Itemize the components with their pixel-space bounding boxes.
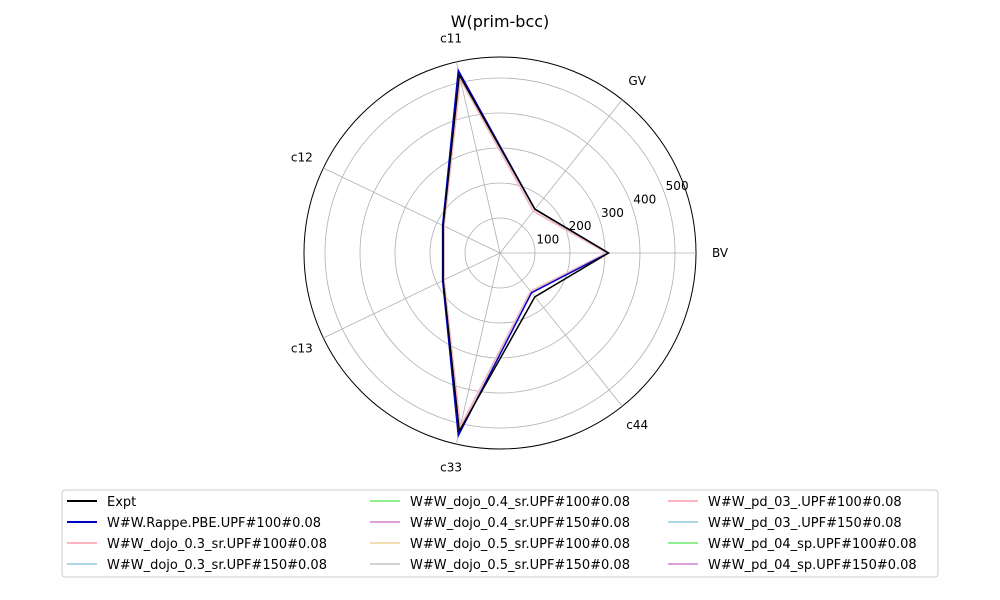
radar-spokes xyxy=(323,61,696,445)
axis-label-c44: c44 xyxy=(626,418,648,432)
legend-label-11: W#W_pd_04_sp.UPF#150#0.08 xyxy=(708,558,917,573)
axis-label-c12: c12 xyxy=(291,151,313,165)
tick-label-300: 300 xyxy=(601,206,624,220)
tick-label-200: 200 xyxy=(569,219,592,233)
legend-label-2: W#W_dojo_0.3_sr.UPF#100#0.08 xyxy=(107,537,327,552)
tick-label-500: 500 xyxy=(666,179,689,193)
legend-label-6: W#W_dojo_0.5_sr.UPF#100#0.08 xyxy=(410,537,630,552)
chart-title: W(prim-bcc) xyxy=(451,12,550,31)
legend-label-9: W#W_pd_03_.UPF#150#0.08 xyxy=(708,516,902,531)
axis-label-c11: c11 xyxy=(440,32,462,46)
legend-label-1: W#W.Rappe.PBE.UPF#100#0.08 xyxy=(107,516,321,531)
series-line-0 xyxy=(442,72,610,434)
spoke-GV xyxy=(499,99,623,254)
spoke-c12 xyxy=(323,167,501,254)
spoke-c33 xyxy=(455,252,501,445)
spoke-c11 xyxy=(455,61,501,254)
tick-label-400: 400 xyxy=(633,192,656,206)
legend-label-0: Expt xyxy=(107,495,136,510)
series-layer xyxy=(441,67,611,439)
legend-label-7: W#W_dojo_0.5_sr.UPF#150#0.08 xyxy=(410,558,630,573)
spoke-c13 xyxy=(323,252,501,339)
axis-label-c33: c33 xyxy=(440,460,462,474)
axis-labels: BV GV c11 c12 c13 c33 c44 xyxy=(291,32,729,475)
legend-label-4: W#W_dojo_0.4_sr.UPF#100#0.08 xyxy=(410,495,630,510)
tick-label-100: 100 xyxy=(536,233,559,247)
legend-label-5: W#W_dojo_0.4_sr.UPF#150#0.08 xyxy=(410,516,630,531)
axis-label-GV: GV xyxy=(628,74,646,88)
legend-label-8: W#W_pd_03_.UPF#100#0.08 xyxy=(708,495,902,510)
axis-label-BV: BV xyxy=(712,246,729,260)
radial-tick-labels: 100 200 300 400 500 xyxy=(536,179,688,247)
legend-label-10: W#W_pd_04_sp.UPF#100#0.08 xyxy=(708,537,917,552)
axis-label-c13: c13 xyxy=(291,341,313,355)
legend: Expt W#W.Rappe.PBE.UPF#100#0.08 W#W_dojo_0… xyxy=(61,489,939,578)
legend-label-3: W#W_dojo_0.3_sr.UPF#150#0.08 xyxy=(107,558,327,573)
spoke-c44 xyxy=(499,252,623,407)
legend-frame xyxy=(61,489,939,578)
